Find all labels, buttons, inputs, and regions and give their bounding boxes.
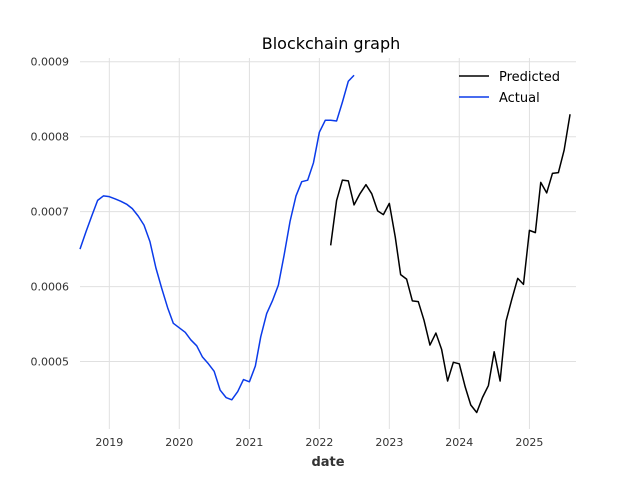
x-tick-label: 2019 (95, 436, 123, 449)
x-axis-label: date (311, 455, 344, 470)
y-tick-label: 0.0005 (31, 356, 70, 369)
x-axis-ticks: 2019 2020 2021 2022 2023 2024 2025 (95, 436, 543, 449)
series-line-predicted (329, 114, 571, 414)
x-tick-label: 2021 (235, 436, 263, 449)
y-axis-ticks: 0.0005 0.0006 0.0007 0.0008 0.0009 (31, 56, 70, 369)
legend-label-actual: Actual (499, 91, 540, 106)
x-tick-label: 2020 (165, 436, 193, 449)
series-line-actual (79, 74, 355, 401)
x-tick-label: 2022 (305, 436, 333, 449)
chart-title: Blockchain graph (262, 34, 401, 53)
x-tick-label: 2023 (375, 436, 403, 449)
legend-label-predicted: Predicted (499, 70, 560, 85)
legend: Predicted Actual (459, 70, 560, 106)
y-tick-label: 0.0008 (31, 131, 70, 144)
y-tick-label: 0.0007 (31, 206, 70, 219)
grid (80, 58, 576, 429)
series-lines (79, 74, 571, 414)
x-tick-label: 2025 (515, 436, 543, 449)
y-tick-label: 0.0009 (31, 56, 70, 69)
y-tick-label: 0.0006 (31, 281, 70, 294)
x-tick-label: 2024 (445, 436, 473, 449)
